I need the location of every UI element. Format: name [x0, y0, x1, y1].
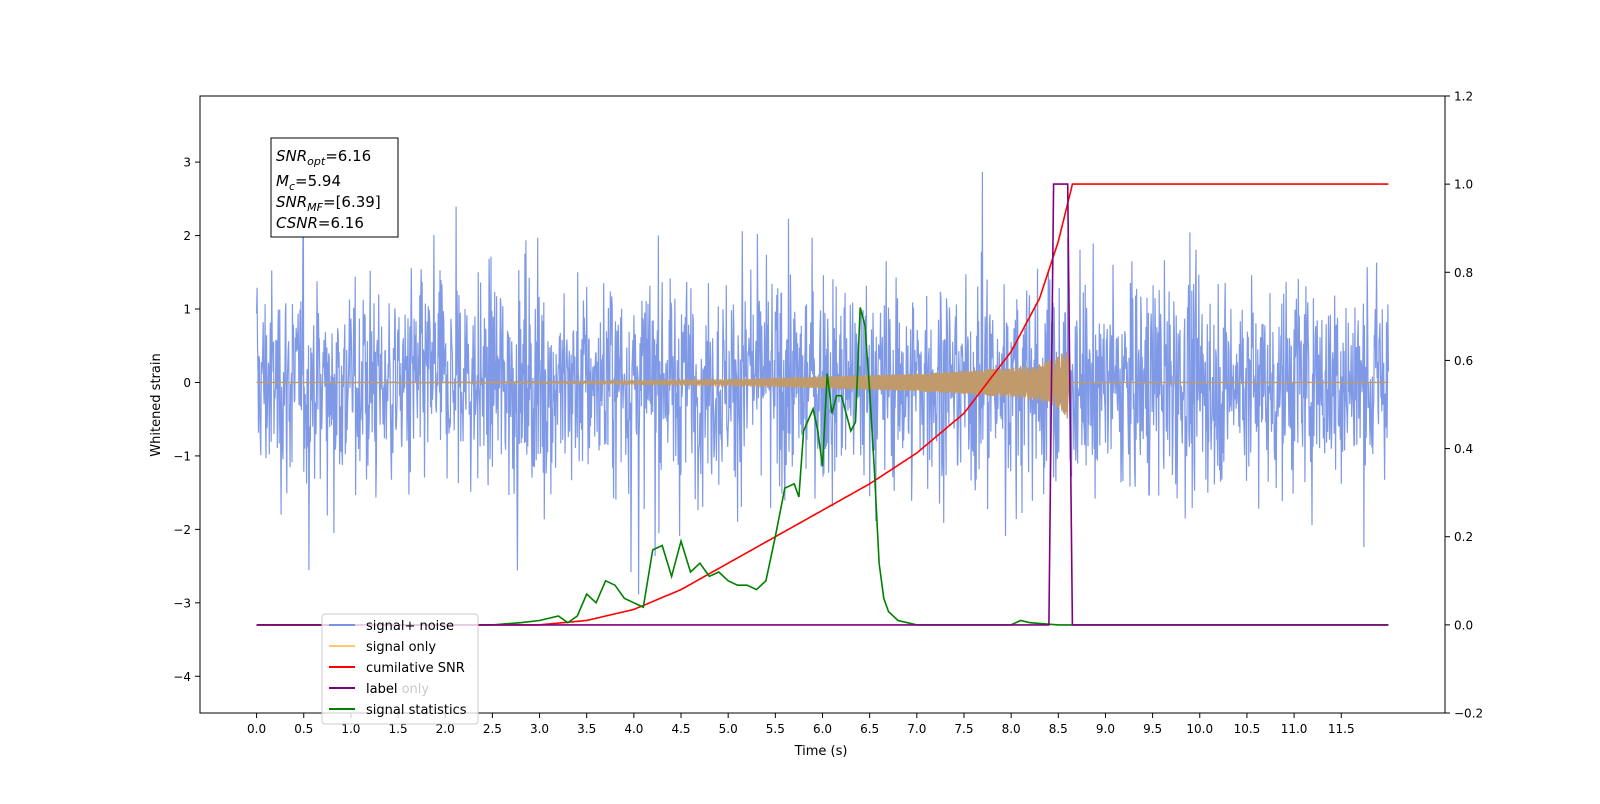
legend-label-cumulative-snr: cumilative SNR: [366, 661, 465, 676]
y-tick-label: 2: [183, 229, 191, 243]
legend-label-signal-only: signal only: [366, 640, 436, 655]
y2-tick-label: 0.6: [1454, 354, 1473, 368]
y2-tick-label: 1.2: [1454, 90, 1473, 104]
y-tick-label: −2: [173, 523, 191, 537]
y-axis-left: −4 −3 −2 −1 0 1 2 3: [173, 156, 200, 684]
y2-tick-label: −0.2: [1454, 707, 1483, 721]
x-tick-label: 7.5: [954, 722, 973, 736]
x-tick-label: 9.5: [1143, 722, 1162, 736]
y-tick-label: −4: [173, 670, 191, 684]
x-tick-label: 5.5: [766, 722, 785, 736]
x-axis-label: Time (s): [794, 744, 848, 759]
annotation-frame: [270, 137, 399, 238]
legend: signal+ noise signal only cumilative SNR…: [321, 613, 479, 725]
x-tick-label: 1.0: [341, 722, 360, 736]
annotation-box: SNRopt=6.16 Mc=5.94 SNRMF=[6.39] CSNR=6.…: [270, 137, 399, 238]
legend-frame: [321, 613, 479, 725]
y2-tick-label: 0.0: [1454, 618, 1473, 632]
x-tick-label: 4.5: [671, 722, 690, 736]
legend-label-label: label: [366, 682, 397, 697]
y-tick-label: −1: [173, 449, 191, 463]
annotation-csnr: CSNR=6.16: [276, 214, 364, 232]
x-tick-label: 2.0: [436, 722, 455, 736]
annotation-snr-opt: SNRopt=6.16: [276, 147, 371, 168]
x-tick-label: 9.0: [1096, 722, 1115, 736]
y-tick-label: 1: [183, 303, 191, 317]
x-tick-label: 10.5: [1234, 722, 1261, 736]
x-tick-label: 11.0: [1281, 722, 1308, 736]
x-tick-label: 7.0: [907, 722, 926, 736]
series-signal-statistics: [256, 307, 1389, 626]
x-tick-label: 10.0: [1186, 722, 1213, 736]
y2-tick-label: 0.2: [1454, 530, 1473, 544]
x-tick-label: 8.0: [1002, 722, 1021, 736]
x-tick-label: 6.0: [813, 722, 832, 736]
x-tick-label: 2.5: [483, 722, 502, 736]
x-tick-label: 0.5: [294, 722, 313, 736]
legend-label-label-only-ghost: label only: [366, 682, 429, 697]
y2-tick-label: 0.4: [1454, 442, 1473, 456]
series-signal-plus-noise: [256, 171, 1390, 595]
x-tick-label: 8.5: [1049, 722, 1068, 736]
x-axis: 0.0 0.5 1.0 1.5 2.0 2.5 3.0 3.5 4.0 4.5 5.0 5.5 6.0 6…: [247, 713, 1355, 736]
y-tick-label: −3: [173, 596, 191, 610]
x-tick-label: 3.5: [577, 722, 596, 736]
legend-label-signal-noise: signal+ noise: [366, 619, 454, 634]
y-axis-right: −0.2 0.0 0.2 0.4 0.6 0.8 1.0 1.2: [1445, 90, 1483, 721]
x-tick-label: 6.5: [860, 722, 879, 736]
series-label: [256, 183, 1389, 626]
y-axis-label: Whitened strain: [149, 353, 164, 456]
annotation-chirp-mass: Mc=5.94: [276, 172, 341, 193]
x-tick-label: 4.0: [624, 722, 643, 736]
y2-tick-label: 0.8: [1454, 266, 1473, 280]
annotation-snr-mf: SNRMF=[6.39]: [276, 193, 381, 214]
x-tick-label: 5.0: [719, 722, 738, 736]
legend-label-signal-statistics: signal statistics: [366, 703, 467, 718]
x-tick-label: 1.5: [389, 722, 408, 736]
y-tick-label: 0: [183, 376, 191, 390]
x-tick-label: 0.0: [247, 722, 266, 736]
series-signal-only: [256, 351, 1389, 419]
y2-tick-label: 1.0: [1454, 178, 1473, 192]
x-tick-label: 11.5: [1328, 722, 1355, 736]
x-tick-label: 3.0: [530, 722, 549, 736]
y-tick-label: 3: [183, 156, 191, 170]
